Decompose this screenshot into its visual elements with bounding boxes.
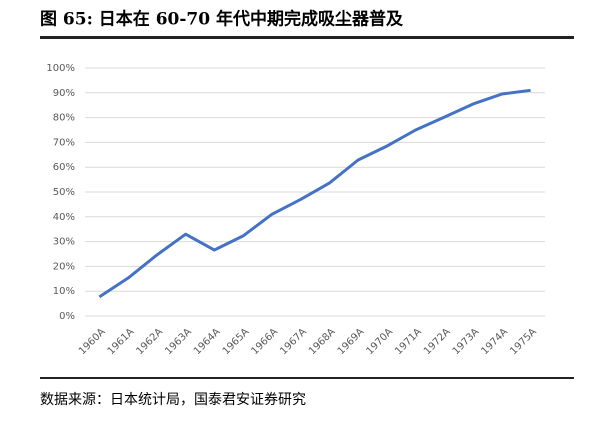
y-tick-label: 90% — [53, 88, 75, 99]
y-tick-label: 30% — [53, 237, 75, 248]
y-tick-label: 0% — [59, 311, 75, 322]
x-tick-label: 1962A — [135, 326, 166, 357]
x-tick-label: 1967A — [278, 326, 309, 357]
y-tick-label: 10% — [53, 286, 75, 297]
x-tick-label: 1974A — [480, 326, 511, 357]
line — [98, 88, 531, 299]
x-tick-label: 1963A — [163, 326, 194, 357]
x-tick-label: 1965A — [221, 326, 252, 357]
x-tick-label: 1961A — [106, 326, 137, 357]
title-rule — [40, 36, 574, 39]
source-rule — [40, 377, 574, 379]
chart-title: 图 65: 日本在 60-70 年代中期完成吸尘器普及 — [40, 9, 404, 30]
y-tick-label: 100% — [46, 63, 75, 74]
x-tick-label: 1960A — [77, 326, 108, 357]
source: 数据来源：日本统计局，国泰君安证券研究 — [40, 392, 306, 408]
y-tick-label: 70% — [53, 137, 75, 148]
x-tick-label: 1972A — [422, 326, 453, 357]
y-tick-label: 40% — [53, 212, 75, 223]
y-tick-label: 80% — [53, 113, 75, 124]
x-tick-label: 1973A — [451, 326, 482, 357]
x-tick-label: 1975A — [508, 326, 539, 357]
x-tick-label: 1964A — [192, 326, 223, 357]
x-tick-label: 1969A — [336, 326, 367, 357]
y-tick-label: 50% — [53, 187, 75, 198]
y-tick-label: 60% — [53, 162, 75, 173]
x-tick-label: 1966A — [250, 326, 281, 357]
x-tick-label: 1971A — [393, 326, 424, 357]
x-tick-label: 1970A — [365, 326, 396, 357]
x-tick-label: 1968A — [307, 326, 338, 357]
y-tick-label: 20% — [53, 261, 75, 272]
